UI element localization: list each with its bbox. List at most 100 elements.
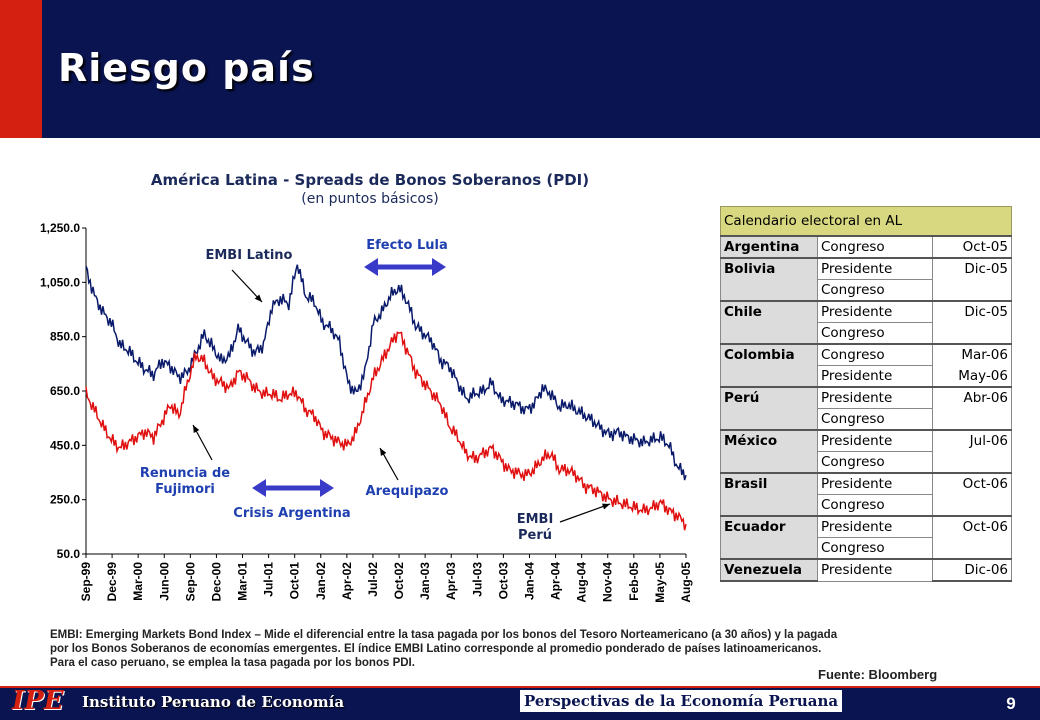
x-tick-label: Oct-03 — [496, 562, 510, 600]
electoral-row: Congreso — [720, 494, 1012, 517]
electoral-cell-office: Presidente — [817, 558, 933, 582]
electoral-cell-date: Dic-06 — [932, 558, 1012, 582]
electoral-cell-country — [720, 494, 818, 517]
electoral-row: México Presidente Jul-06 — [720, 429, 1012, 452]
electoral-row: Congreso — [720, 451, 1012, 474]
page-number: 9 — [1006, 694, 1016, 713]
x-tick-label: Jul-03 — [470, 562, 484, 597]
electoral-row: Perú Presidente Abr-06 — [720, 386, 1012, 409]
annotation-embi-latino: EMBI Latino — [205, 248, 293, 263]
electoral-cell-office: Presidente — [817, 386, 933, 409]
annotation-efecto-lula: Efecto Lula — [366, 238, 448, 253]
page-title: Riesgo país — [58, 46, 315, 90]
electoral-row: Venezuela Presidente Dic-06 — [720, 558, 1012, 582]
x-tick-label: Jun-00 — [157, 562, 171, 601]
electoral-cell-country: Bolivia — [720, 257, 818, 280]
pointer-renuncia-head — [193, 425, 200, 433]
annotation-embi-peru: EMBI Perú — [516, 512, 554, 543]
y-tick-label: 1,050.0 — [40, 275, 80, 289]
x-tick-label: Jan-03 — [418, 562, 432, 600]
electoral-cell-office: Presidente — [817, 300, 933, 323]
electoral-cell-country — [720, 408, 818, 431]
electoral-row: Congreso — [720, 408, 1012, 431]
pointer-embi-latino-head — [254, 294, 262, 302]
x-tick-label: Dec-00 — [209, 562, 223, 602]
x-tick-label: May-05 — [653, 562, 667, 603]
electoral-row: Ecuador Presidente Oct-06 — [720, 515, 1012, 538]
footnote-line-1: EMBI: Emerging Markets Bond Index – Mide… — [50, 629, 838, 641]
electoral-cell-country: Chile — [720, 300, 818, 323]
y-tick-label: 450.0 — [50, 438, 80, 452]
electoral-cell-office: Congreso — [817, 235, 933, 259]
x-tick-label: Oct-02 — [392, 562, 406, 600]
x-tick-label: Oct-01 — [288, 562, 302, 600]
electoral-cell-date: Abr-06 — [932, 386, 1012, 409]
electoral-cell-country — [720, 322, 818, 345]
electoral-cell-country: México — [720, 429, 818, 452]
series-line-embi-peru — [85, 331, 687, 531]
electoral-row: Presidente May-06 — [720, 365, 1012, 388]
electoral-cell-date — [932, 322, 1012, 345]
arrow-crisis-argentina-right-head — [320, 479, 334, 497]
electoral-cell-date — [932, 537, 1012, 560]
electoral-cell-office: Congreso — [817, 279, 933, 302]
electoral-row: Bolivia Presidente Dic-05 — [720, 257, 1012, 280]
electoral-cell-date — [932, 279, 1012, 302]
x-tick-label: Apr-02 — [340, 562, 354, 600]
electoral-cell-office: Congreso — [817, 537, 933, 560]
footnote: EMBI: Emerging Markets Bond Index – Mide… — [50, 628, 960, 670]
annotation-crisis-argentina: Crisis Argentina — [233, 506, 351, 521]
electoral-cell-office: Congreso — [817, 494, 933, 517]
electoral-row: Chile Presidente Dic-05 — [720, 300, 1012, 323]
electoral-cell-office: Congreso — [817, 408, 933, 431]
y-tick-label: 650.0 — [50, 384, 80, 398]
electoral-cell-date: Dic-05 — [932, 257, 1012, 280]
electoral-cell-date — [932, 451, 1012, 474]
x-tick-label: Aug-04 — [575, 562, 589, 603]
electoral-cell-date: Mar-06 — [932, 343, 1012, 366]
electoral-cell-office: Presidente — [817, 429, 933, 452]
footnote-line-3: Para el caso peruano, se emplea la tasa … — [50, 657, 415, 669]
header-bar — [0, 0, 1040, 138]
electoral-cell-date: Oct-06 — [932, 472, 1012, 495]
electoral-cell-country — [720, 537, 818, 560]
x-tick-label: Feb-05 — [627, 562, 641, 601]
electoral-cell-country: Venezuela — [720, 558, 818, 582]
arrow-efecto-lula-left-head — [364, 258, 378, 276]
electoral-cell-country: Perú — [720, 386, 818, 409]
institute-name: Instituto Peruano de Economía — [82, 693, 345, 711]
x-tick-label: Sep-99 — [79, 562, 93, 602]
x-tick-label: Nov-04 — [601, 562, 615, 602]
electoral-cell-country — [720, 279, 818, 302]
pointer-arequipazo-head — [380, 448, 387, 456]
electoral-row: Colombia Congreso Mar-06 — [720, 343, 1012, 366]
electoral-cell-office: Presidente — [817, 472, 933, 495]
y-tick-label: 250.0 — [50, 493, 80, 507]
electoral-cell-country: Colombia — [720, 343, 818, 366]
electoral-cell-date: May-06 — [932, 365, 1012, 388]
chart-title: América Latina - Spreads de Bonos Sobera… — [150, 171, 590, 189]
electoral-row: Congreso — [720, 322, 1012, 345]
electoral-cell-office: Congreso — [817, 451, 933, 474]
annotation-arequipazo: Arequipazo — [365, 484, 449, 499]
pointer-embi-peru-head — [602, 503, 610, 510]
x-tick-label: Apr-04 — [549, 562, 563, 600]
x-tick-label: Apr-03 — [444, 562, 458, 600]
spread-chart: 1,250.01,050.0850.0650.0450.0250.050.0Se… — [40, 221, 693, 603]
electoral-cell-date: Oct-05 — [932, 235, 1012, 259]
electoral-row: Argentina Congreso Oct-05 — [720, 235, 1012, 259]
electoral-calendar-table: Calendario electoral en AL Argentina Cong… — [720, 206, 1012, 582]
electoral-table-title: Calendario electoral en AL — [720, 206, 1012, 237]
electoral-cell-country — [720, 451, 818, 474]
electoral-cell-office: Presidente — [817, 365, 933, 388]
electoral-cell-office: Presidente — [817, 515, 933, 538]
x-tick-label: Aug-05 — [679, 562, 693, 603]
x-tick-label: Mar-00 — [131, 562, 145, 601]
electoral-cell-country: Argentina — [720, 235, 818, 259]
electoral-cell-office: Congreso — [817, 322, 933, 345]
electoral-cell-date — [932, 494, 1012, 517]
ipe-logo: IPE — [12, 686, 64, 716]
x-tick-label: Jan-02 — [314, 562, 328, 600]
electoral-cell-country — [720, 365, 818, 388]
footer-publication-title: Perspectivas de la Economía Peruana — [520, 690, 843, 712]
